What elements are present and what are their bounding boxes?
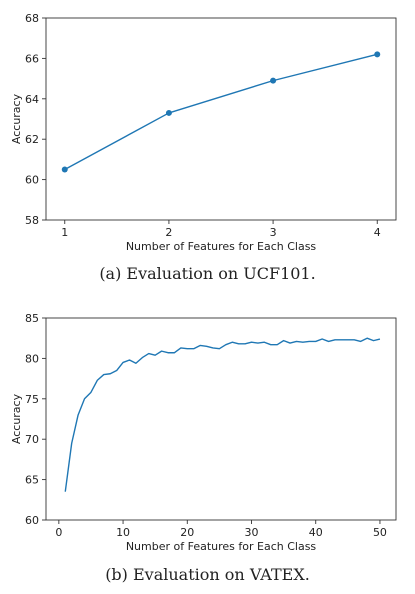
plot-frame bbox=[45, 317, 397, 521]
y-tick-label: 80 bbox=[25, 352, 39, 365]
data-point bbox=[61, 166, 68, 173]
x-tick-label: 0 bbox=[55, 526, 62, 539]
y-tick-label: 62 bbox=[25, 133, 39, 146]
data-point bbox=[165, 109, 172, 116]
x-tick-label: 10 bbox=[116, 526, 130, 539]
y-tick-label: 58 bbox=[25, 214, 39, 227]
x-tick-label: 1 bbox=[61, 226, 68, 239]
y-tick-label: 60 bbox=[25, 174, 39, 187]
x-axis-label: Number of Features for Each Class bbox=[126, 540, 317, 553]
chart-vatex: 0 10 20 30 40 50 60 65 70 75 80 85 Number of Feature… bbox=[0, 302, 415, 554]
caption-vatex: (b) Evaluation on VATEX. bbox=[105, 565, 310, 584]
series-line bbox=[64, 53, 378, 171]
caption-ucf101: (a) Evaluation on UCF101. bbox=[99, 264, 316, 283]
data-point bbox=[270, 77, 277, 84]
y-tick-label: 85 bbox=[25, 312, 39, 325]
x-tick-label: 4 bbox=[374, 226, 381, 239]
x-tick-label: 3 bbox=[270, 226, 277, 239]
data-point bbox=[374, 51, 381, 58]
x-tick-label: 2 bbox=[165, 226, 172, 239]
chart-vatex-plot: 0 10 20 30 40 50 60 65 70 75 80 85 Number of Feature… bbox=[10, 312, 397, 553]
y-tick-label: 66 bbox=[25, 52, 39, 65]
y-tick-label: 64 bbox=[25, 93, 39, 106]
series-line bbox=[64, 337, 381, 492]
y-axis-label: Accuracy bbox=[10, 393, 23, 444]
chart-ucf101-plot: 1 2 3 4 58 60 62 64 66 68 Number of Features for E… bbox=[10, 12, 397, 253]
y-tick-label: 68 bbox=[25, 12, 39, 25]
y-tick-label: 70 bbox=[25, 433, 39, 446]
y-tick-label: 60 bbox=[25, 514, 39, 527]
y-axis-label: Accuracy bbox=[10, 93, 23, 144]
plot-frame bbox=[45, 17, 397, 221]
x-tick-label: 40 bbox=[309, 526, 323, 539]
x-tick-label: 30 bbox=[245, 526, 259, 539]
x-tick-label: 20 bbox=[180, 526, 194, 539]
x-axis-label: Number of Features for Each Class bbox=[126, 240, 317, 253]
chart-ucf101: 1 2 3 4 58 60 62 64 66 68 Number of Features for E… bbox=[0, 0, 415, 260]
y-tick-label: 65 bbox=[25, 474, 39, 487]
x-tick-label: 50 bbox=[373, 526, 387, 539]
y-tick-label: 75 bbox=[25, 393, 39, 406]
